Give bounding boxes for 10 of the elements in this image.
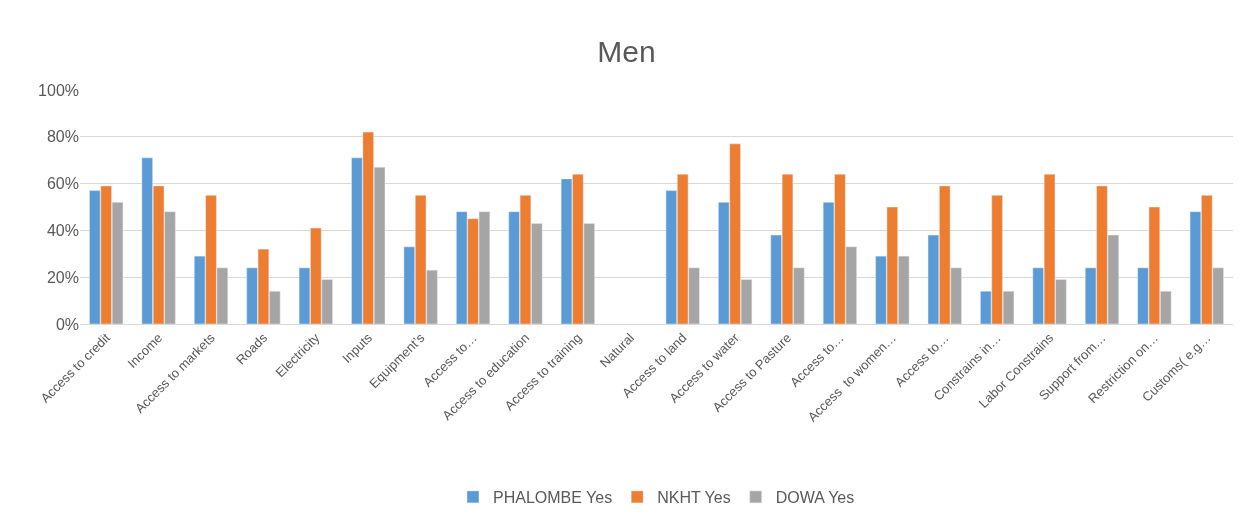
legend-label: DOWA Yes xyxy=(775,489,855,507)
y-tick-label: 20% xyxy=(46,268,79,286)
y-tick-label: 0% xyxy=(55,315,79,333)
y-tick-label: 80% xyxy=(46,128,79,146)
legend-label: NKHT Yes xyxy=(657,489,731,507)
chart-title: Men xyxy=(597,35,656,69)
y-tick-label: 100% xyxy=(38,81,79,99)
legend-label: PHALOMBE Yes xyxy=(493,489,613,507)
y-tick-label: 40% xyxy=(46,222,79,239)
y-tick-label: 60% xyxy=(46,175,79,193)
